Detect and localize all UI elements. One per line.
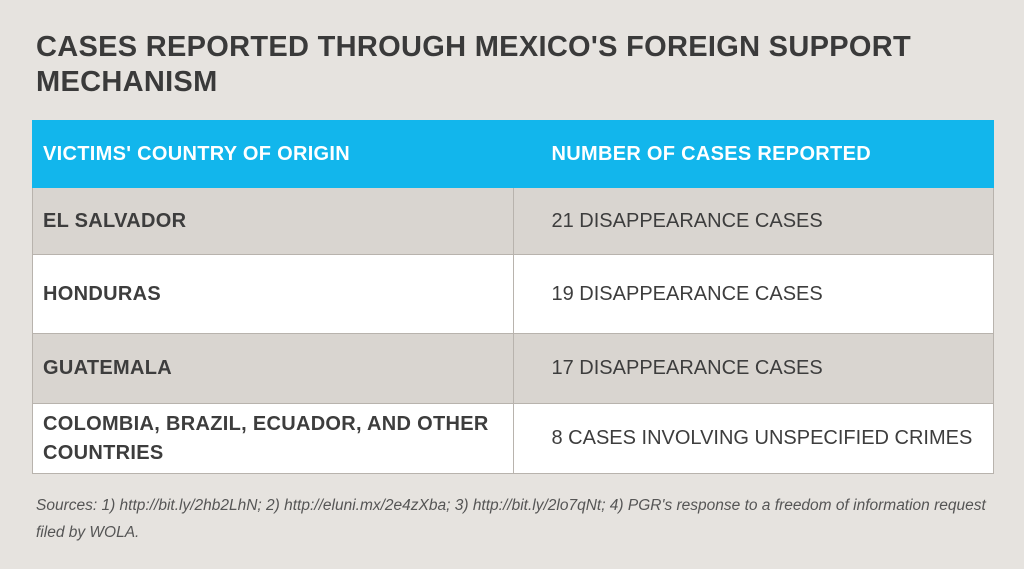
sources-note: Sources: 1) http://bit.ly/2hb2LhN; 2) ht… [36, 497, 986, 541]
table-row: COLOMBIA, BRAZIL, ECUADOR, AND OTHER COU… [32, 403, 994, 474]
table-row: GUATEMALA 17 DISAPPEARANCE CASES [32, 333, 994, 404]
country-cell: GUATEMALA [32, 333, 514, 404]
table-header-row: VICTIMS' COUNTRY OF ORIGIN NUMBER OF CAS… [32, 120, 994, 188]
country-cell: EL SALVADOR [32, 187, 514, 255]
country-cell: COLOMBIA, BRAZIL, ECUADOR, AND OTHER COU… [32, 403, 514, 474]
table-row: HONDURAS 19 DISAPPEARANCE CASES [32, 254, 994, 334]
chart-title: CASES REPORTED THROUGH MEXICO'S FOREIGN … [36, 31, 911, 98]
cases-cell: 21 DISAPPEARANCE CASES [512, 187, 994, 255]
country-cell: HONDURAS [32, 254, 514, 334]
cases-cell: 19 DISAPPEARANCE CASES [512, 254, 994, 334]
cases-cell: 8 CASES INVOLVING UNSPECIFIED CRIMES [512, 403, 994, 474]
cases-cell: 17 DISAPPEARANCE CASES [512, 333, 994, 404]
column-header-country: VICTIMS' COUNTRY OF ORIGIN [32, 120, 514, 188]
cases-table: VICTIMS' COUNTRY OF ORIGIN NUMBER OF CAS… [32, 120, 994, 474]
table-row: EL SALVADOR 21 DISAPPEARANCE CASES [32, 187, 994, 255]
column-header-cases: NUMBER OF CASES REPORTED [512, 120, 994, 188]
